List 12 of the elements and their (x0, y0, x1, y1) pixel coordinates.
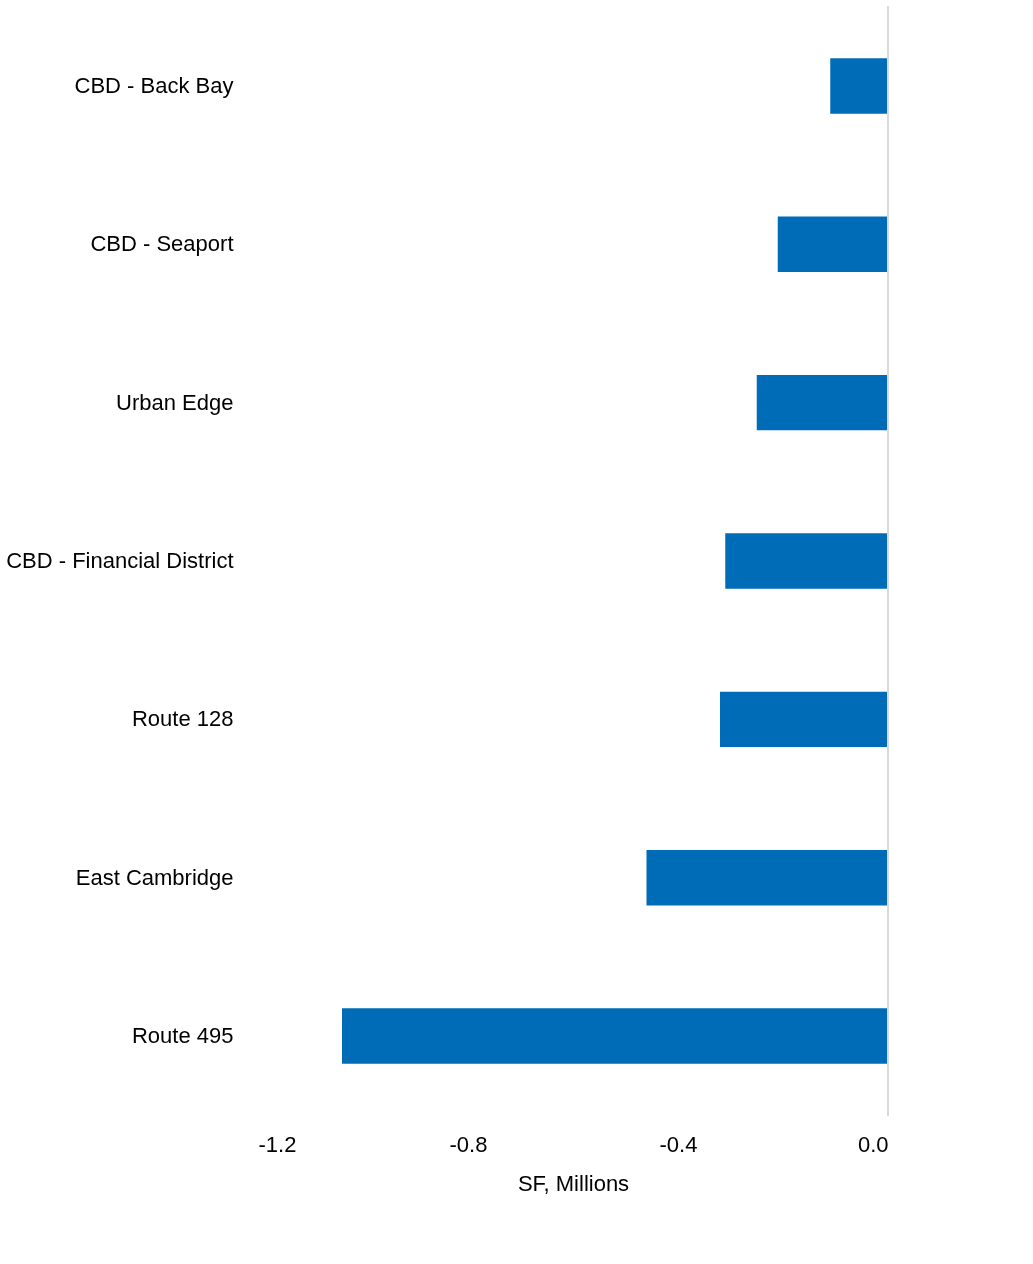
x-tick-label: -0.8 (449, 1131, 488, 1157)
y-tick-label: East Cambridge (75, 864, 234, 890)
y-tick-label: Route 128 (131, 706, 234, 732)
y-tick-label: CBD - Seaport (90, 231, 234, 257)
x-axis-title: SF, Millions (517, 1170, 630, 1196)
y-tick-label: Route 495 (131, 1023, 234, 1049)
x-tick-label: -1.2 (258, 1131, 297, 1157)
x-tick-label: -0.4 (659, 1131, 698, 1157)
x-tick-label: 0.0 (857, 1131, 889, 1157)
y-tick-label: Urban Edge (116, 389, 234, 415)
y-tick-label: CBD - Financial District (6, 548, 234, 573)
y-tick-label: CBD - Back Bay (74, 72, 234, 98)
